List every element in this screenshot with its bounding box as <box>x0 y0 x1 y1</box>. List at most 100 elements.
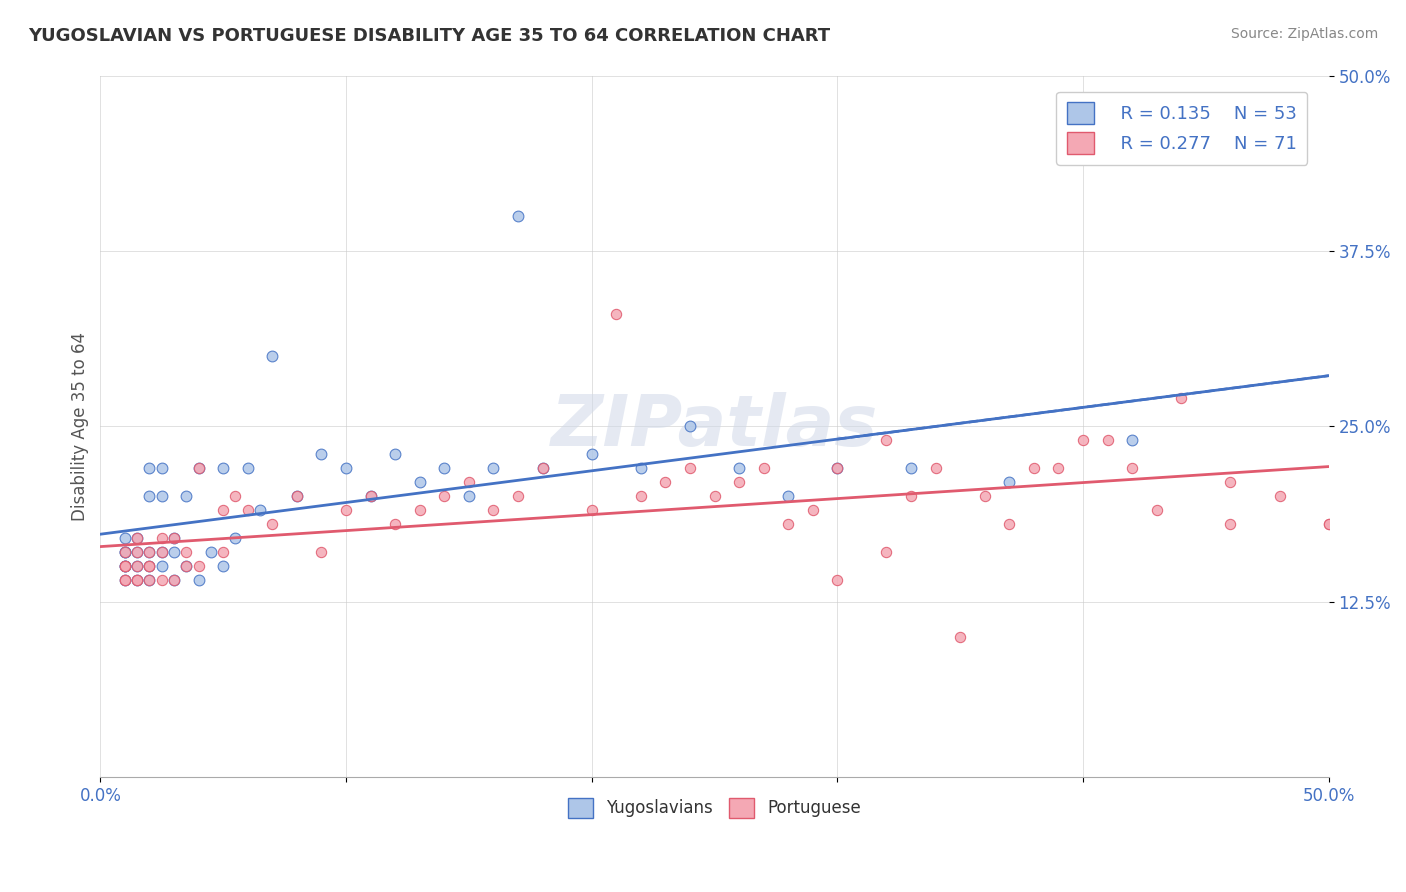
Point <box>827 574 849 588</box>
Point <box>875 545 897 559</box>
Text: ZIPatlas: ZIPatlas <box>551 392 879 460</box>
Point <box>212 503 235 517</box>
Point <box>127 545 149 559</box>
Point <box>457 475 479 490</box>
Legend: Yugoslavians, Portuguese: Yugoslavians, Portuguese <box>561 791 868 824</box>
Point <box>138 545 160 559</box>
Point <box>114 574 136 588</box>
Point <box>176 545 198 559</box>
Point <box>703 489 725 503</box>
Point <box>236 461 259 475</box>
Point <box>138 489 160 503</box>
Point <box>998 517 1021 532</box>
Point <box>360 489 382 503</box>
Point <box>1146 503 1168 517</box>
Point <box>187 461 209 475</box>
Point <box>1219 475 1241 490</box>
Point <box>114 559 136 574</box>
Point <box>114 574 136 588</box>
Point <box>531 461 554 475</box>
Point <box>163 545 186 559</box>
Point <box>138 461 160 475</box>
Point <box>311 545 333 559</box>
Point <box>409 475 432 490</box>
Point <box>801 503 824 517</box>
Point <box>114 545 136 559</box>
Point <box>285 489 308 503</box>
Point <box>163 574 186 588</box>
Point <box>114 532 136 546</box>
Point <box>778 517 800 532</box>
Point <box>127 545 149 559</box>
Point <box>409 503 432 517</box>
Point <box>176 489 198 503</box>
Point <box>900 461 922 475</box>
Point <box>150 532 173 546</box>
Y-axis label: Disability Age 35 to 64: Disability Age 35 to 64 <box>72 332 89 521</box>
Point <box>150 545 173 559</box>
Point <box>114 559 136 574</box>
Point <box>127 559 149 574</box>
Point <box>163 532 186 546</box>
Point <box>482 461 505 475</box>
Point <box>630 461 652 475</box>
Point <box>212 461 235 475</box>
Point <box>1047 461 1070 475</box>
Point <box>1317 517 1340 532</box>
Point <box>138 574 160 588</box>
Point <box>127 532 149 546</box>
Point <box>1121 434 1143 448</box>
Point <box>1097 434 1119 448</box>
Point <box>262 517 284 532</box>
Point <box>163 532 186 546</box>
Point <box>1022 461 1045 475</box>
Point <box>150 545 173 559</box>
Point <box>1170 391 1192 405</box>
Point <box>506 489 529 503</box>
Point <box>311 447 333 461</box>
Point <box>679 461 702 475</box>
Point <box>127 559 149 574</box>
Point <box>200 545 222 559</box>
Point <box>752 461 775 475</box>
Point <box>581 447 603 461</box>
Text: YUGOSLAVIAN VS PORTUGUESE DISABILITY AGE 35 TO 64 CORRELATION CHART: YUGOSLAVIAN VS PORTUGUESE DISABILITY AGE… <box>28 27 831 45</box>
Point <box>433 461 456 475</box>
Point <box>482 503 505 517</box>
Point <box>335 461 357 475</box>
Point <box>262 349 284 363</box>
Point <box>114 559 136 574</box>
Point <box>384 517 406 532</box>
Point <box>114 574 136 588</box>
Point <box>360 489 382 503</box>
Point <box>127 574 149 588</box>
Point <box>973 489 995 503</box>
Point <box>1071 434 1094 448</box>
Point <box>224 532 246 546</box>
Point <box>949 630 972 644</box>
Point <box>138 545 160 559</box>
Point <box>778 489 800 503</box>
Point <box>900 489 922 503</box>
Point <box>581 503 603 517</box>
Point <box>224 489 246 503</box>
Point <box>127 574 149 588</box>
Point <box>114 545 136 559</box>
Point <box>212 545 235 559</box>
Point <box>1317 517 1340 532</box>
Point <box>176 559 198 574</box>
Point <box>114 545 136 559</box>
Point <box>605 307 627 321</box>
Point <box>138 559 160 574</box>
Point <box>150 461 173 475</box>
Point <box>1268 489 1291 503</box>
Point <box>384 447 406 461</box>
Point <box>138 574 160 588</box>
Point <box>531 461 554 475</box>
Point <box>127 532 149 546</box>
Point <box>127 574 149 588</box>
Point <box>728 461 751 475</box>
Point <box>1121 461 1143 475</box>
Point <box>285 489 308 503</box>
Point <box>827 461 849 475</box>
